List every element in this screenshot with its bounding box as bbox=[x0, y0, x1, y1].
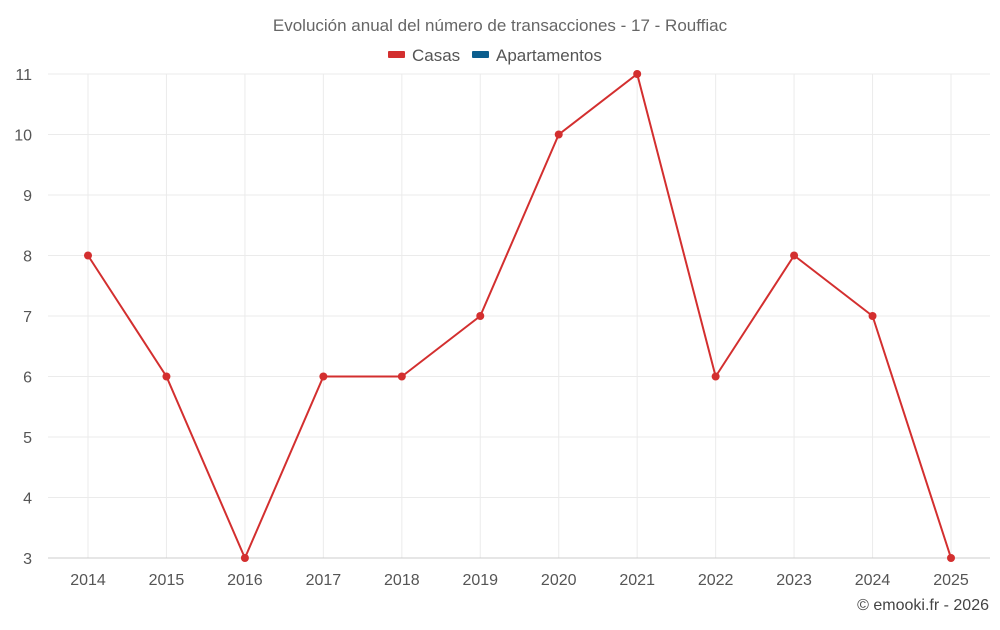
data-point[interactable] bbox=[947, 554, 955, 562]
x-axis-tick-labels: 2014 2015 2016 2017 2018 2019 2020 2021 2022 2023… bbox=[70, 572, 969, 589]
y-tick-label: 8 bbox=[23, 249, 32, 266]
x-tick-label: 2025 bbox=[933, 572, 969, 589]
vertical-gridlines bbox=[87, 74, 952, 558]
y-tick-label: 5 bbox=[23, 430, 32, 447]
legend-swatch-apartamentos bbox=[472, 51, 489, 58]
credit-text: © emooki.fr - 2026 bbox=[857, 597, 989, 614]
y-tick-label: 6 bbox=[23, 370, 32, 387]
y-tick-label: 3 bbox=[23, 551, 32, 568]
data-point[interactable] bbox=[711, 372, 720, 381]
series-layer bbox=[84, 70, 955, 562]
legend-label-casas: Casas bbox=[412, 46, 460, 65]
series-line-casas bbox=[87, 73, 952, 559]
legend-swatch-casas bbox=[388, 51, 405, 58]
data-point[interactable] bbox=[790, 251, 799, 260]
legend: Casas Apartamentos bbox=[388, 46, 602, 65]
y-tick-label: 9 bbox=[23, 188, 32, 205]
data-point[interactable] bbox=[397, 372, 406, 381]
y-tick-label: 7 bbox=[23, 309, 32, 326]
x-tick-label: 2014 bbox=[70, 572, 106, 589]
data-point[interactable] bbox=[319, 372, 328, 381]
data-point[interactable] bbox=[633, 70, 642, 78]
y-axis-tick-labels: 3 4 5 6 7 8 9 10 11 bbox=[14, 67, 32, 568]
data-point[interactable] bbox=[476, 312, 485, 320]
data-point[interactable] bbox=[868, 312, 877, 320]
x-tick-label: 2022 bbox=[698, 572, 734, 589]
y-tick-label: 10 bbox=[14, 128, 32, 145]
x-tick-label: 2015 bbox=[149, 572, 185, 589]
data-point[interactable] bbox=[240, 554, 249, 562]
x-tick-label: 2017 bbox=[306, 572, 342, 589]
x-tick-label: 2024 bbox=[855, 572, 891, 589]
x-tick-label: 2016 bbox=[227, 572, 263, 589]
horizontal-gridlines bbox=[48, 73, 990, 559]
legend-item-casas[interactable]: Casas bbox=[388, 46, 460, 65]
y-tick-label: 4 bbox=[23, 491, 32, 508]
x-tick-label: 2023 bbox=[776, 572, 812, 589]
x-tick-label: 2021 bbox=[619, 572, 655, 589]
x-tick-label: 2019 bbox=[462, 572, 498, 589]
series-casas bbox=[84, 70, 955, 562]
data-point[interactable] bbox=[162, 372, 171, 381]
data-point[interactable] bbox=[84, 251, 92, 260]
legend-label-apartamentos: Apartamentos bbox=[496, 46, 602, 65]
x-tick-label: 2020 bbox=[541, 572, 577, 589]
chart-title: Evolución anual del número de transaccio… bbox=[273, 16, 728, 35]
data-point[interactable] bbox=[554, 130, 563, 139]
legend-item-apartamentos[interactable]: Apartamentos bbox=[472, 46, 602, 65]
y-tick-label: 11 bbox=[15, 67, 32, 84]
x-tick-label: 2018 bbox=[384, 572, 420, 589]
